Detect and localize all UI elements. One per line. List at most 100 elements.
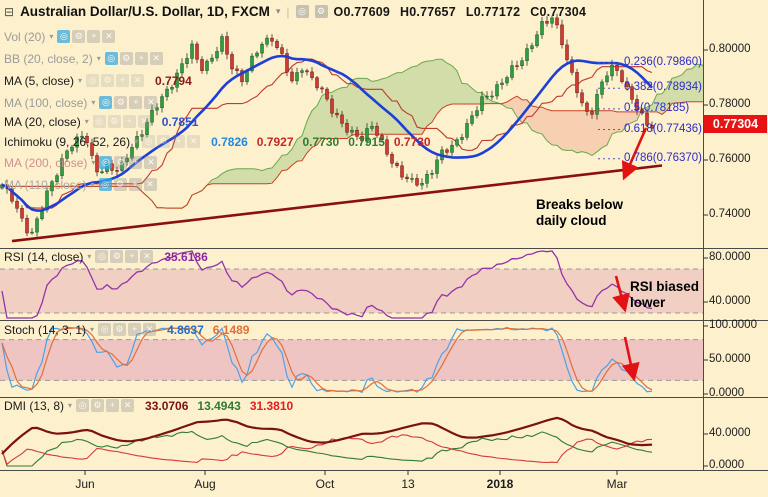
chevron-down-icon[interactable]: ▾ <box>96 54 101 63</box>
indicator-value: 0.7927 <box>256 134 294 149</box>
add-icon[interactable]: + <box>129 96 143 109</box>
close-icon[interactable]: ✕ <box>121 399 135 412</box>
ohlc-readout: O0.77609 H0.77657 L0.77172 C0.77304 <box>334 5 597 19</box>
indicator-row-ma-5-close[interactable]: MA (5, close) ▾ ◎ ⚙ + ✕ 0.7794 <box>4 73 192 88</box>
add-icon[interactable]: + <box>125 250 139 263</box>
add-icon[interactable]: + <box>116 74 130 87</box>
indicator-row-ichimoku-9-26-52-26[interactable]: Ichimoku (9, 26, 52, 26) ▾ ◎ ⚙ + ✕ 0.7826 0.792… <box>4 134 431 149</box>
close-icon[interactable]: ✕ <box>140 250 154 263</box>
price-tick: 0.78000 <box>709 98 751 110</box>
chevron-down-icon[interactable]: ▾ <box>90 180 95 189</box>
add-icon[interactable]: + <box>122 115 136 128</box>
close-icon[interactable]: ✕ <box>144 96 158 109</box>
close-icon[interactable]: ✕ <box>149 52 163 65</box>
indicator-value: 0.7794 <box>155 73 192 88</box>
visibility-icon[interactable]: ◎ <box>95 250 109 263</box>
indicator-row-ma-20-close[interactable]: MA (20, close) ▾ ◎ ⚙ + ✕ 0.7851 <box>4 114 198 129</box>
indicator-row-rsi[interactable]: RSI (14, close) ▾ ◎ ⚙ + ✕ 35.6186 <box>4 249 208 264</box>
indicator-row-vol-20[interactable]: Vol (20) ▾ ◎ ⚙ + ✕ <box>4 29 117 44</box>
separator: | <box>286 4 290 19</box>
settings-icon[interactable]: ⚙ <box>314 5 328 18</box>
visibility-icon[interactable]: ◎ <box>142 135 156 148</box>
x-axis-label: Jun <box>75 477 95 491</box>
chevron-down-icon[interactable]: ▾ <box>49 32 54 41</box>
settings-icon[interactable]: ⚙ <box>72 30 86 43</box>
settings-icon[interactable]: ⚙ <box>110 250 124 263</box>
visibility-icon[interactable]: ◎ <box>76 399 90 412</box>
price-tick: 0.74000 <box>709 208 751 220</box>
chevron-down-icon[interactable]: ▾ <box>275 6 281 16</box>
indicator-label: Ichimoku (9, 26, 52, 26) <box>4 134 131 149</box>
collapse-icon[interactable]: ⊟ <box>4 4 15 19</box>
fib-level-05: 0.5(0.78185) <box>624 102 690 114</box>
chevron-down-icon[interactable]: ▾ <box>90 325 95 334</box>
visibility-icon[interactable]: ◎ <box>92 115 106 128</box>
settings-icon[interactable]: ⚙ <box>107 115 121 128</box>
x-axis-label: Aug <box>194 477 216 491</box>
indicator-label: MA (20, close) <box>4 114 81 129</box>
visibility-icon[interactable]: ◎ <box>57 30 71 43</box>
visibility-icon[interactable]: ◎ <box>99 96 113 109</box>
add-icon[interactable]: + <box>106 399 120 412</box>
fib-level-0236: 0.236(0.79860) <box>624 56 703 68</box>
chevron-down-icon[interactable]: ▾ <box>84 117 89 126</box>
close-icon[interactable]: ✕ <box>143 323 157 336</box>
chevron-down-icon[interactable]: ▾ <box>78 76 83 85</box>
annotation-breaks-below-cloud: Breaks below daily cloud <box>536 197 624 229</box>
close-icon[interactable]: ✕ <box>137 115 151 128</box>
close-value: C0.77304 <box>530 4 587 19</box>
visibility-icon[interactable]: ◎ <box>295 5 309 18</box>
close-icon[interactable]: ✕ <box>131 74 145 87</box>
chevron-down-icon[interactable]: ▾ <box>68 401 73 410</box>
indicator-value: 0.7730 <box>302 134 340 149</box>
chevron-down-icon[interactable]: ▾ <box>91 98 96 107</box>
close-icon[interactable]: ✕ <box>144 156 158 169</box>
visibility-icon[interactable]: ◎ <box>104 52 118 65</box>
indicator-row-ma-200-close[interactable]: MA (200, close) ▾ ◎ ⚙ + ✕ <box>4 155 159 170</box>
settings-icon[interactable]: ⚙ <box>101 74 115 87</box>
add-icon[interactable]: + <box>172 135 186 148</box>
close-icon[interactable]: ✕ <box>143 178 157 191</box>
visibility-icon[interactable]: ◎ <box>99 156 113 169</box>
chevron-down-icon[interactable]: ▾ <box>134 137 139 146</box>
stoch-tick: 0.0000 <box>709 387 745 399</box>
indicator-label: Vol (20) <box>4 29 46 44</box>
close-icon[interactable]: ✕ <box>102 30 116 43</box>
x-axis-label: Oct <box>315 477 335 491</box>
indicator-value: 13.4943 <box>197 398 241 413</box>
settings-icon[interactable]: ⚙ <box>119 52 133 65</box>
indicator-label: MA (100, close) <box>4 95 88 110</box>
indicator-row-bb-20-close-2[interactable]: BB (20, close, 2) ▾ ◎ ⚙ + ✕ <box>4 51 165 66</box>
settings-icon[interactable]: ⚙ <box>157 135 171 148</box>
visibility-icon[interactable]: ◎ <box>98 323 112 336</box>
indicator-row-ma-100-close[interactable]: MA (100, close) ▾ ◎ ⚙ + ✕ <box>4 95 159 110</box>
visibility-icon[interactable]: ◎ <box>98 178 112 191</box>
chevron-down-icon[interactable]: ▾ <box>91 158 96 167</box>
settings-icon[interactable]: ⚙ <box>113 323 127 336</box>
close-icon[interactable]: ✕ <box>187 135 201 148</box>
settings-icon[interactable]: ⚙ <box>113 178 127 191</box>
chevron-down-icon[interactable]: ▾ <box>87 252 92 261</box>
indicator-row-stoch[interactable]: Stoch (14, 3, 1) ▾ ◎ ⚙ + ✕ 4.8637 6.1489 <box>4 322 249 337</box>
indicator-value: 6.1489 <box>212 322 250 337</box>
open-value: O0.77609 <box>333 4 391 19</box>
indicator-row-dmi[interactable]: DMI (13, 8) ▾ ◎ ⚙ + ✕ 33.0706 13.4943 31.3810 <box>4 398 293 413</box>
add-icon[interactable]: + <box>87 30 101 43</box>
indicator-value: 0.7851 <box>161 114 199 129</box>
settings-icon[interactable]: ⚙ <box>114 96 128 109</box>
indicator-row-ma-110-close[interactable]: MA (110, close) ▾ ◎ ⚙ + ✕ <box>4 177 159 192</box>
indicator-label: MA (200, close) <box>4 155 88 170</box>
visibility-icon[interactable]: ◎ <box>86 74 100 87</box>
indicator-value: 33.0706 <box>145 398 189 413</box>
stoch-tick: 100.0000 <box>709 319 757 331</box>
settings-icon[interactable]: ⚙ <box>91 399 105 412</box>
add-icon[interactable]: + <box>128 178 142 191</box>
add-icon[interactable]: + <box>134 52 148 65</box>
add-icon[interactable]: + <box>129 156 143 169</box>
x-axis-label: 13 <box>401 477 415 491</box>
indicator-label: BB (20, close, 2) <box>4 51 93 66</box>
indicator-value: 31.3810 <box>249 398 294 413</box>
add-icon[interactable]: + <box>128 323 142 336</box>
settings-icon[interactable]: ⚙ <box>114 156 128 169</box>
